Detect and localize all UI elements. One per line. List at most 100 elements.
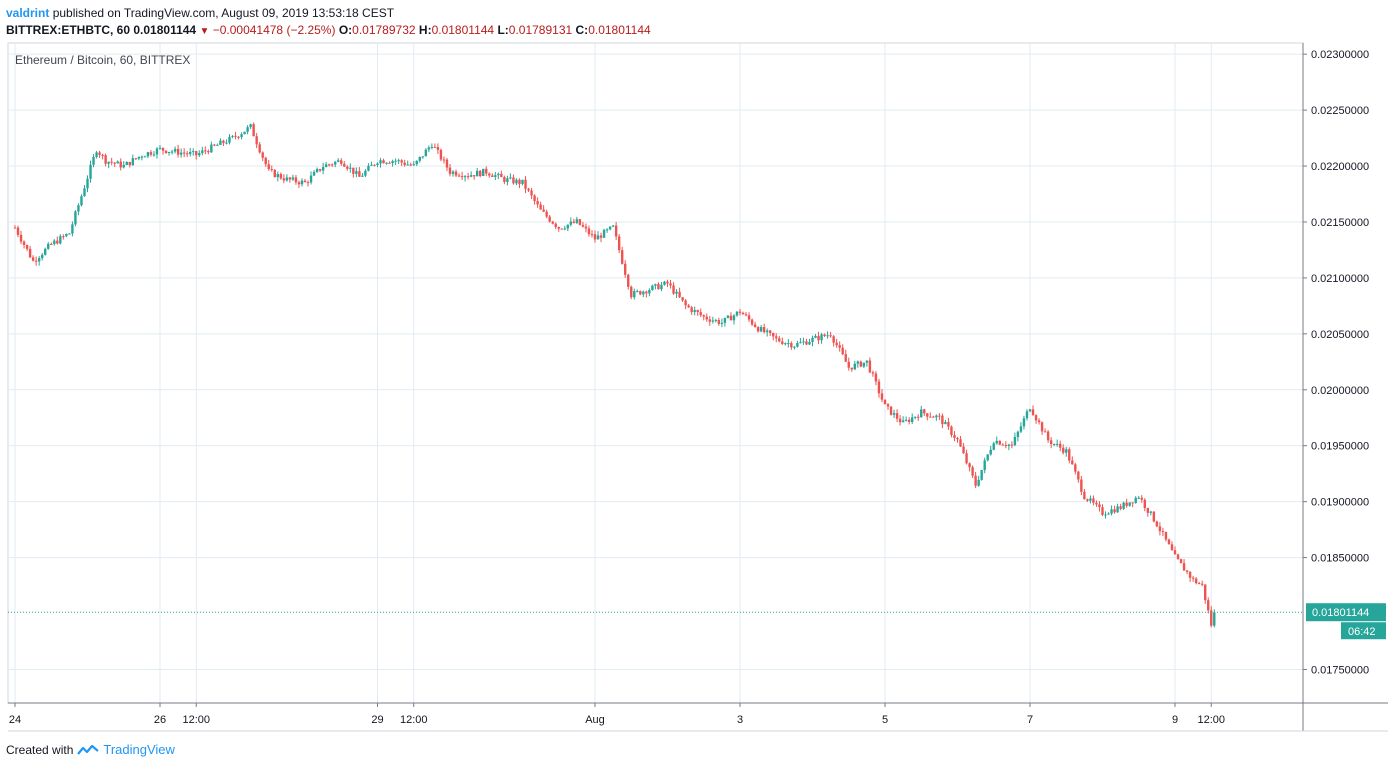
candle-up [47, 243, 50, 249]
candle-up [802, 341, 805, 343]
candle-up [808, 341, 811, 345]
candle-up [732, 315, 736, 321]
candle-up [179, 152, 183, 155]
candle-up [418, 156, 421, 161]
candle-down [358, 171, 361, 177]
candle-down [343, 163, 346, 167]
candle-up [361, 175, 364, 177]
candle-up [89, 164, 92, 179]
candle-up [334, 161, 337, 165]
last-price: 0.01801144 [133, 23, 197, 37]
candle-down [110, 161, 113, 163]
candle-down [778, 338, 781, 342]
candle-down [557, 227, 560, 229]
tradingview-brand[interactable]: TradingView [103, 742, 175, 757]
candle-up [723, 317, 727, 323]
candle-up [784, 343, 787, 345]
candle-down [1034, 415, 1038, 421]
candle-down [1125, 502, 1128, 506]
candle-up [40, 254, 44, 259]
low-value: 0.01789131 [508, 23, 573, 37]
candle-down [841, 347, 844, 355]
author-name[interactable]: valdrint [6, 6, 50, 20]
candle-up [1122, 502, 1125, 509]
candle-down [270, 169, 273, 171]
candle-down [1043, 431, 1047, 433]
candle-down [204, 150, 207, 152]
candle-up [1134, 497, 1137, 503]
candle-down [738, 311, 742, 313]
candle-up [95, 152, 98, 157]
candle-up [59, 236, 62, 244]
high-label: H: [418, 23, 432, 37]
candle-up [596, 235, 600, 240]
candle-down [835, 342, 838, 346]
candle-down [1062, 447, 1065, 453]
candle-up [370, 164, 373, 166]
candle-down [941, 415, 944, 425]
candle-down [578, 219, 582, 225]
candle-up [642, 291, 645, 295]
candle-down [382, 160, 385, 164]
candle-down [817, 335, 820, 341]
candle-down [1204, 584, 1207, 601]
candle-down [889, 406, 893, 415]
close-value: 0.01801144 [588, 23, 651, 37]
candle-down [769, 330, 772, 333]
candle-up [158, 147, 162, 149]
candle-up [198, 153, 201, 156]
candle-up [497, 173, 500, 176]
candle-down [744, 314, 748, 316]
candle-up [910, 417, 914, 422]
candle-down [134, 158, 138, 160]
candle-up [575, 219, 579, 223]
candle-up [170, 151, 174, 153]
candle-down [1210, 610, 1213, 626]
candle-down [530, 190, 533, 196]
candle-up [892, 413, 896, 415]
candle-up [796, 343, 799, 347]
candle-down [593, 234, 597, 240]
candle-up [820, 334, 823, 341]
candle-down [1167, 539, 1171, 545]
candle-down [234, 135, 237, 137]
candle-down [448, 167, 452, 174]
candle-up [65, 234, 68, 237]
candle-down [847, 361, 850, 368]
candle-down [56, 240, 59, 244]
candle-up [376, 163, 379, 165]
candle-down [1164, 531, 1168, 540]
candle-down [844, 354, 847, 362]
candle-down [279, 174, 283, 179]
candle-up [321, 167, 325, 171]
candle-down [1207, 600, 1210, 611]
candle-up [80, 196, 83, 206]
candle-down [938, 415, 941, 417]
candle-down [16, 227, 20, 235]
candle-up [675, 291, 678, 294]
candle-up [424, 149, 428, 157]
candle-up [219, 140, 222, 145]
candle-up [201, 150, 204, 154]
candle-down [1046, 431, 1050, 441]
candle-down [895, 413, 899, 419]
candle-down [669, 283, 672, 286]
candle-up [143, 156, 147, 158]
tradingview-logo-icon[interactable] [77, 744, 100, 756]
y-tick-label: 0.02150000 [1311, 217, 1369, 229]
candle-down [572, 221, 576, 223]
candle-up [167, 151, 171, 154]
candle-down [255, 136, 258, 145]
candle-up [735, 311, 739, 316]
candle-down [699, 312, 702, 316]
candle-up [1107, 513, 1110, 515]
candle-up [140, 156, 144, 158]
candle-up [663, 281, 666, 285]
candle-up [53, 240, 56, 245]
countdown-badge [1341, 622, 1386, 640]
candle-down [485, 168, 488, 174]
candle-up [793, 346, 796, 348]
y-tick-label: 0.02000000 [1311, 385, 1369, 397]
candle-down [962, 446, 965, 454]
